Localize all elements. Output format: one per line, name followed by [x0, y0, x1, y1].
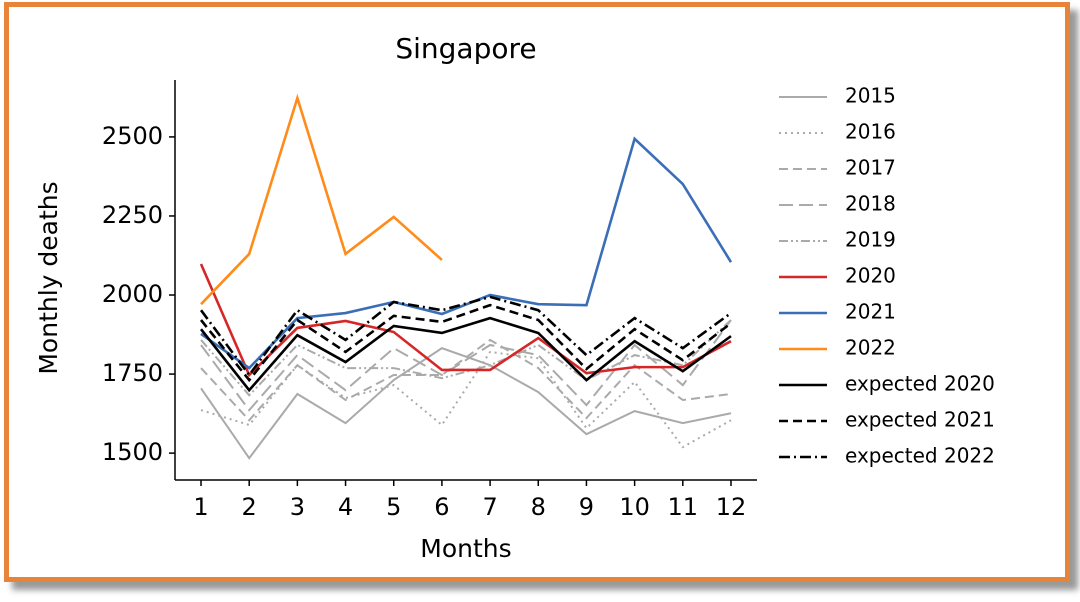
x-tick-label: 6	[434, 493, 449, 521]
series-line	[200, 319, 732, 412]
legend-label: 2020	[845, 264, 896, 288]
x-tick-label: 5	[386, 493, 401, 521]
chart-title: Singapore	[395, 32, 536, 65]
x-tick-label: 3	[290, 493, 305, 521]
legend-label: expected 2022	[845, 444, 995, 468]
y-tick-label: 2000	[102, 280, 163, 308]
legend-label: 2018	[845, 192, 896, 216]
series-line	[200, 136, 733, 370]
y-tick-label: 1750	[102, 359, 163, 387]
legend-label: expected 2020	[845, 372, 995, 396]
legend-label: 2016	[845, 120, 896, 144]
x-tick-label: 8	[531, 493, 546, 521]
y-tick-label: 2500	[102, 122, 163, 150]
legend-label: 2015	[845, 84, 896, 108]
series-line	[200, 338, 732, 422]
y-tick-label: 2250	[102, 201, 163, 229]
x-tick-label: 1	[193, 493, 208, 521]
x-tick-label: 7	[482, 493, 497, 521]
x-tick-label: 4	[338, 493, 353, 521]
frame	[4, 2, 1070, 582]
x-tick-label: 9	[579, 493, 594, 521]
legend-label: 2022	[845, 336, 896, 360]
x-tick-label: 10	[619, 493, 650, 521]
legend-label: expected 2021	[845, 408, 995, 432]
series-line	[200, 319, 732, 397]
legend-label: 2019	[845, 228, 896, 252]
series-line	[199, 295, 732, 378]
y-axis-label: Monthly deaths	[34, 181, 63, 374]
x-tick-label: 12	[716, 493, 747, 521]
series-line	[200, 93, 443, 306]
x-tick-label: 2	[242, 493, 257, 521]
y-tick-label: 1500	[102, 438, 163, 466]
x-tick-label: 11	[668, 493, 699, 521]
series-line	[199, 316, 732, 393]
legend-label: 2017	[845, 156, 896, 180]
legend-label: 2021	[845, 300, 896, 324]
x-axis-label: Months	[420, 534, 511, 563]
series-line	[200, 303, 732, 383]
series-line	[199, 263, 732, 378]
